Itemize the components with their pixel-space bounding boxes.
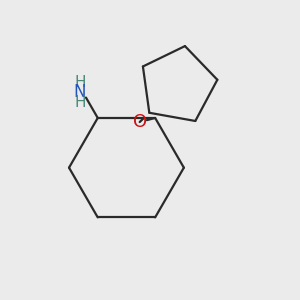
Text: H: H [74, 95, 86, 110]
Text: H: H [74, 75, 86, 90]
Text: O: O [133, 113, 147, 131]
Text: N: N [74, 83, 86, 101]
